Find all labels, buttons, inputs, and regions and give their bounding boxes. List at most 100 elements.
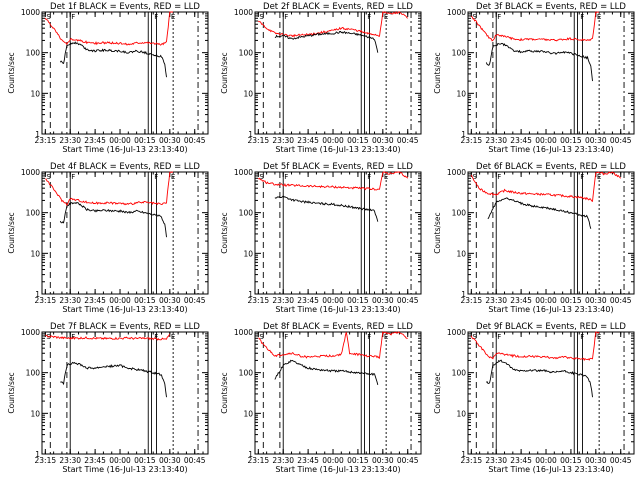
y-tick-label: 1000	[447, 328, 466, 337]
y-tick-label: 10	[243, 409, 253, 418]
x-tick-label: 00:30	[159, 456, 181, 465]
marker-label: E	[597, 333, 601, 341]
x-tick-label: 00:15	[134, 296, 156, 305]
lld-series-line	[257, 171, 409, 191]
plot-frame	[254, 11, 422, 135]
x-tick-label: 23:45	[297, 136, 319, 145]
x-tick-label: 00:15	[560, 456, 582, 465]
x-axis-label: Start Time (16-Jul-13 23:13:40)	[488, 305, 613, 314]
y-tick-label: 1000	[21, 168, 40, 177]
x-tick-label: 00:45	[397, 136, 419, 145]
y-axis-label: Counts/sec	[7, 372, 16, 413]
lld-series-line	[470, 171, 622, 202]
x-tick-label: 23:45	[510, 136, 532, 145]
panel-title: Det 2f BLACK = Events, RED = LLD	[263, 2, 413, 12]
plot-frame	[254, 171, 422, 295]
marker-label: S	[472, 173, 477, 181]
plot-frame	[467, 331, 635, 455]
x-tick-label: 00:30	[585, 136, 607, 145]
y-tick-label: 100	[239, 209, 254, 218]
events-series-line	[274, 31, 379, 53]
panel-title: Det 1f BLACK = Events, RED = LLD	[50, 2, 200, 12]
y-tick-label: 1000	[234, 8, 253, 17]
marker-label: E	[384, 333, 388, 341]
x-tick-label: 23:30	[485, 136, 507, 145]
events-series-line	[486, 359, 593, 398]
plot-frame	[41, 331, 209, 455]
y-axis-label: Counts/sec	[7, 212, 16, 253]
marker-label: F	[154, 173, 158, 181]
marker-label: F	[284, 13, 288, 21]
panel-3: Det 3f BLACK = Events, RED = LLD 1 10 100 10…	[433, 2, 635, 154]
x-tick-label: 23:15	[35, 136, 57, 145]
y-tick-label: 100	[452, 49, 467, 58]
x-tick-label: 00:00	[535, 296, 557, 305]
x-tick-label: 00:30	[159, 296, 181, 305]
y-tick-label: 1000	[234, 328, 253, 337]
y-tick-label: 1	[248, 290, 253, 299]
y-tick-label: 100	[26, 209, 41, 218]
panel-title: Det 5f BLACK = Events, RED = LLD	[263, 162, 413, 172]
x-tick-label: 23:15	[248, 456, 270, 465]
marker-label: S	[472, 13, 477, 21]
x-tick-label: 00:30	[372, 136, 394, 145]
x-tick-label: 00:15	[560, 296, 582, 305]
lld-series-line	[44, 11, 174, 46]
x-tick-label: 00:30	[372, 296, 394, 305]
x-tick-label: 00:45	[184, 456, 206, 465]
lld-series-line	[470, 331, 600, 362]
x-axis-label: Start Time (16-Jul-13 23:13:40)	[62, 465, 187, 474]
marker-label: F	[367, 173, 371, 181]
x-tick-label: 23:30	[59, 136, 81, 145]
lld-series-line	[45, 171, 174, 207]
plot-frame	[41, 11, 209, 135]
x-tick-label: 00:30	[585, 296, 607, 305]
x-axis-label: Start Time (16-Jul-13 23:13:40)	[275, 145, 400, 154]
x-tick-label: 00:45	[184, 136, 206, 145]
x-tick-label: 23:30	[485, 456, 507, 465]
y-tick-label: 1000	[21, 328, 40, 337]
y-tick-label: 100	[239, 49, 254, 58]
lld-series-line	[471, 11, 600, 42]
events-series-line	[59, 41, 167, 78]
panel-5: Det 5f BLACK = Events, RED = LLD 1 10 100 10…	[220, 162, 422, 314]
y-tick-label: 1000	[234, 168, 253, 177]
marker-label: F	[580, 13, 584, 21]
y-axis-label: Counts/sec	[220, 372, 229, 413]
x-tick-label: 23:30	[485, 296, 507, 305]
x-tick-label: 00:00	[109, 136, 131, 145]
y-tick-label: 10	[456, 89, 466, 98]
plot-frame	[254, 331, 422, 455]
marker-label: E	[384, 13, 388, 21]
y-tick-label: 1	[248, 130, 253, 139]
plot-frame	[467, 171, 635, 295]
x-axis-label: Start Time (16-Jul-13 23:13:40)	[488, 465, 613, 474]
y-tick-label: 10	[456, 409, 466, 418]
x-tick-label: 23:15	[248, 296, 270, 305]
marker-label: E	[171, 333, 175, 341]
x-tick-label: 00:00	[322, 296, 344, 305]
marker-label: F	[154, 13, 158, 21]
y-tick-label: 1	[35, 130, 40, 139]
marker-label: F	[497, 173, 501, 181]
marker-label: F	[367, 13, 371, 21]
x-tick-label: 23:15	[35, 296, 57, 305]
x-tick-label: 00:00	[322, 456, 344, 465]
x-tick-label: 00:15	[134, 456, 156, 465]
x-tick-label: 23:45	[510, 296, 532, 305]
y-tick-label: 10	[456, 249, 466, 258]
y-tick-label: 10	[30, 89, 40, 98]
x-tick-label: 23:15	[461, 456, 483, 465]
x-tick-label: 00:45	[397, 296, 419, 305]
events-series-line	[274, 195, 379, 222]
x-tick-label: 23:30	[272, 136, 294, 145]
events-series-line	[274, 359, 379, 386]
panel-2: Det 2f BLACK = Events, RED = LLD 1 10 100 10…	[220, 2, 422, 154]
x-tick-label: 23:45	[297, 296, 319, 305]
marker-label: F	[71, 13, 75, 21]
marker-label: S	[472, 333, 477, 341]
marker-label: S	[259, 13, 264, 21]
panel-1: Det 1f BLACK = Events, RED = LLD 1 10 100 10…	[7, 2, 209, 154]
x-tick-label: 00:30	[159, 136, 181, 145]
